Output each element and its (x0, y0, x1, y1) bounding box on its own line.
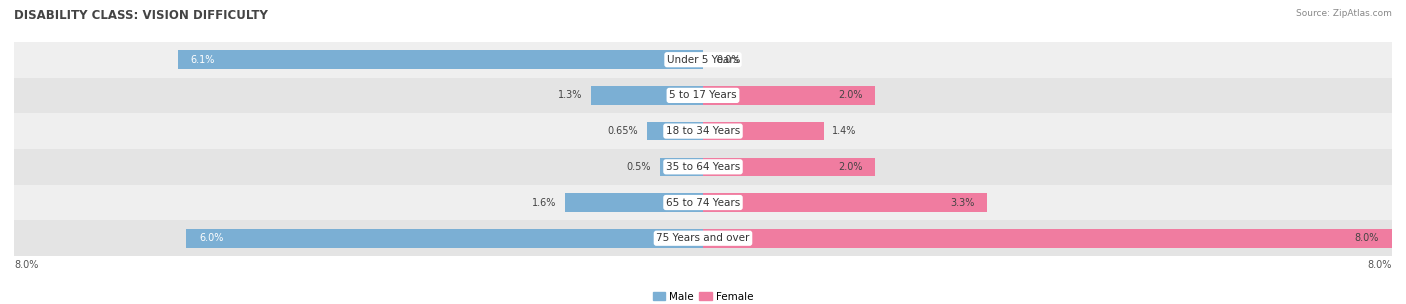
Bar (703, 122, 824, 140)
Text: 1.3%: 1.3% (558, 90, 582, 100)
Bar (565, 193, 703, 212)
Text: 2.0%: 2.0% (838, 162, 862, 172)
Text: Source: ZipAtlas.com: Source: ZipAtlas.com (1296, 9, 1392, 18)
Text: Under 5 Years: Under 5 Years (666, 55, 740, 65)
Bar (591, 86, 703, 105)
Text: 8.0%: 8.0% (1368, 260, 1392, 270)
Bar (703, 157, 875, 176)
Bar (14, 113, 1392, 149)
Bar (659, 157, 703, 176)
Text: 18 to 34 Years: 18 to 34 Years (666, 126, 740, 136)
Text: 65 to 74 Years: 65 to 74 Years (666, 198, 740, 208)
Bar (186, 229, 703, 247)
Bar (14, 42, 1392, 78)
Legend: Male, Female: Male, Female (648, 287, 758, 304)
Bar (703, 229, 1392, 247)
Text: 1.4%: 1.4% (832, 126, 856, 136)
Bar (14, 220, 1392, 256)
Bar (647, 122, 703, 140)
Text: 5 to 17 Years: 5 to 17 Years (669, 90, 737, 100)
Bar (14, 149, 1392, 185)
Text: 0.0%: 0.0% (716, 55, 741, 65)
Text: 3.3%: 3.3% (950, 198, 974, 208)
Text: 75 Years and over: 75 Years and over (657, 233, 749, 243)
Text: 8.0%: 8.0% (1354, 233, 1379, 243)
Bar (14, 78, 1392, 113)
Bar (703, 86, 875, 105)
Text: 35 to 64 Years: 35 to 64 Years (666, 162, 740, 172)
Text: DISABILITY CLASS: VISION DIFFICULTY: DISABILITY CLASS: VISION DIFFICULTY (14, 9, 269, 22)
Text: 8.0%: 8.0% (14, 260, 38, 270)
Text: 6.0%: 6.0% (200, 233, 224, 243)
Text: 2.0%: 2.0% (838, 90, 862, 100)
Text: 6.1%: 6.1% (191, 55, 215, 65)
Bar (703, 193, 987, 212)
Text: 0.65%: 0.65% (607, 126, 638, 136)
Bar (177, 50, 703, 69)
Text: 1.6%: 1.6% (533, 198, 557, 208)
Bar (14, 185, 1392, 220)
Text: 0.5%: 0.5% (627, 162, 651, 172)
